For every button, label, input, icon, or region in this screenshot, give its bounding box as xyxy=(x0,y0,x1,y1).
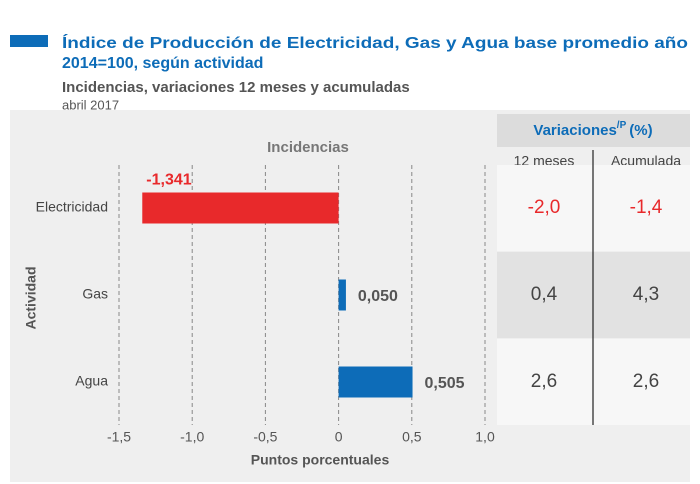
x-tick-label: -1,5 xyxy=(107,429,131,445)
table-cell: -1,4 xyxy=(630,197,663,218)
table-cell: 4,3 xyxy=(633,284,659,305)
y-axis-label: Actividad xyxy=(23,266,39,329)
value-label: 0,505 xyxy=(425,375,465,392)
table-column: Acumulada xyxy=(611,153,681,169)
y-tick-label: Gas xyxy=(82,286,108,302)
x-tick-label: -1,0 xyxy=(180,429,204,445)
table-title-unit: (%) xyxy=(629,122,652,139)
value-label: -1,341 xyxy=(146,172,191,189)
title: 2014=100, según actividad xyxy=(62,55,263,72)
x-tick-label: 1,0 xyxy=(475,429,495,445)
bar xyxy=(142,192,339,224)
y-tick-label: Agua xyxy=(75,373,108,389)
y-tick-label: Electricidad xyxy=(36,199,108,215)
table-title-text: Variaciones xyxy=(533,122,616,139)
x-axis-label: Puntos porcentuales xyxy=(251,452,390,468)
table-header-bg xyxy=(497,114,690,147)
table-title-sup: /P xyxy=(617,120,627,131)
title-marker xyxy=(10,35,48,47)
table-cell: 0,4 xyxy=(531,284,558,305)
table-title: Variaciones/P (%) xyxy=(533,120,652,139)
date: abril 2017 xyxy=(62,97,119,112)
table-cell: 2,6 xyxy=(633,371,659,392)
x-tick-label: 0,5 xyxy=(402,429,422,445)
value-label: 0,050 xyxy=(358,288,398,305)
x-tick-label: -0,5 xyxy=(253,429,277,445)
bar xyxy=(338,279,346,311)
table-cell: 2,6 xyxy=(531,371,557,392)
bar xyxy=(338,366,413,398)
subtitle: Incidencias, variaciones 12 meses y acum… xyxy=(62,79,410,96)
table-cell: -2,0 xyxy=(528,197,561,218)
title: Índice de Producción de Electricidad, Ga… xyxy=(62,33,688,52)
table-column: 12 meses xyxy=(514,153,575,169)
plot-title: Incidencias xyxy=(267,139,349,156)
x-tick-label: 0 xyxy=(335,429,343,445)
